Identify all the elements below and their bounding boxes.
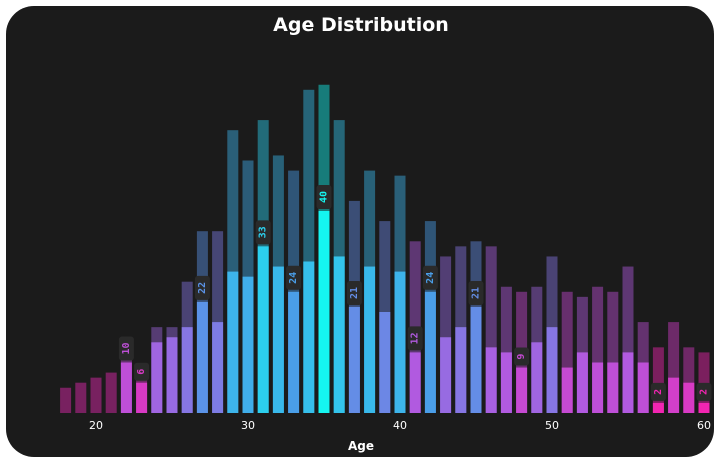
- bg-bar-19: [75, 382, 87, 413]
- bar-38[interactable]: [364, 266, 376, 413]
- foreground-bars: [120, 211, 710, 414]
- bar-57[interactable]: [652, 402, 664, 413]
- data-label-45: 21: [468, 280, 484, 305]
- data-label-33: 24: [286, 265, 302, 290]
- bar-49[interactable]: [531, 342, 543, 413]
- x-tick-30: 30: [241, 419, 255, 432]
- bar-24[interactable]: [151, 342, 163, 413]
- data-label-60: 2: [696, 382, 712, 401]
- bar-45[interactable]: [470, 306, 482, 413]
- bar-44[interactable]: [455, 327, 467, 413]
- bg-bar-53: [592, 286, 604, 413]
- bar-56[interactable]: [637, 362, 649, 414]
- bar-32[interactable]: [272, 266, 284, 413]
- bg-bar-54: [607, 291, 619, 413]
- bar-22[interactable]: [120, 362, 132, 414]
- bar-43[interactable]: [440, 337, 452, 413]
- bg-bar-43: [440, 256, 452, 413]
- data-label-31: 33: [255, 220, 271, 245]
- bar-37[interactable]: [348, 306, 360, 413]
- bar-50[interactable]: [546, 327, 558, 413]
- bar-29[interactable]: [227, 271, 239, 413]
- bar-26[interactable]: [181, 327, 193, 413]
- bg-bar-34: [303, 89, 315, 414]
- data-label-42: 24: [422, 265, 438, 290]
- svg-text:40: 40: [319, 191, 330, 203]
- svg-text:12: 12: [410, 332, 421, 344]
- data-label-48: 9: [514, 347, 530, 366]
- x-axis-label: Age: [348, 439, 374, 453]
- bg-bar-18: [60, 387, 72, 413]
- svg-text:24: 24: [425, 272, 436, 284]
- bar-33[interactable]: [288, 291, 300, 413]
- data-label-35: 40: [316, 185, 332, 209]
- bg-bar-60: [698, 352, 710, 413]
- svg-text:24: 24: [288, 272, 299, 284]
- data-label-57: 2: [650, 382, 666, 401]
- svg-text:22: 22: [197, 282, 208, 294]
- bar-53[interactable]: [592, 362, 604, 414]
- bar-40[interactable]: [394, 271, 406, 413]
- x-tick-40: 40: [393, 419, 407, 432]
- bar-27[interactable]: [196, 301, 208, 413]
- bar-42[interactable]: [424, 291, 436, 413]
- bar-55[interactable]: [622, 352, 634, 413]
- bar-48[interactable]: [516, 367, 528, 413]
- data-label-22: 10: [118, 336, 134, 361]
- data-label-27: 22: [194, 275, 210, 300]
- x-tick-20: 20: [89, 419, 103, 432]
- x-axis-ticks: 20 30 40 50 60: [89, 419, 711, 432]
- svg-text:21: 21: [349, 287, 360, 299]
- bar-60[interactable]: [698, 402, 710, 413]
- svg-text:33: 33: [258, 226, 269, 238]
- bg-bar-29: [227, 130, 239, 413]
- bg-bar-58: [668, 322, 680, 413]
- data-label-23: 6: [134, 362, 150, 381]
- bar-35[interactable]: [318, 211, 330, 413]
- svg-text:10: 10: [121, 342, 132, 354]
- bg-bar-20: [90, 377, 102, 413]
- bar-51[interactable]: [561, 367, 573, 413]
- bar-25[interactable]: [166, 337, 178, 413]
- bar-28[interactable]: [212, 322, 224, 413]
- bg-bar-57: [652, 347, 664, 413]
- bg-bar-59: [683, 347, 695, 413]
- svg-text:6: 6: [136, 369, 147, 375]
- bar-58[interactable]: [668, 377, 680, 413]
- x-tick-60: 60: [697, 419, 711, 432]
- bar-23[interactable]: [136, 382, 148, 413]
- bg-bar-47: [500, 286, 512, 413]
- bar-47[interactable]: [500, 352, 512, 413]
- x-tick-50: 50: [545, 419, 559, 432]
- bar-39[interactable]: [379, 312, 391, 413]
- data-label-41: 12: [407, 326, 423, 351]
- bar-52[interactable]: [576, 352, 588, 413]
- svg-text:2: 2: [653, 389, 664, 395]
- bg-bar-21: [105, 372, 117, 413]
- bg-bar-55: [622, 266, 634, 413]
- bar-46[interactable]: [485, 347, 497, 413]
- chart-title: Age Distribution: [273, 14, 449, 36]
- bar-30[interactable]: [242, 276, 254, 413]
- svg-text:21: 21: [471, 287, 482, 299]
- svg-text:2: 2: [699, 389, 710, 395]
- bg-bar-51: [561, 291, 573, 413]
- svg-text:9: 9: [516, 354, 527, 360]
- bar-31[interactable]: [257, 246, 269, 413]
- bar-41[interactable]: [409, 352, 421, 413]
- bar-34[interactable]: [303, 261, 315, 414]
- bg-bar-46: [485, 246, 497, 413]
- data-label-37: 21: [346, 280, 362, 305]
- bar-54[interactable]: [607, 362, 619, 414]
- bar-36[interactable]: [333, 256, 345, 413]
- bar-59[interactable]: [683, 382, 695, 413]
